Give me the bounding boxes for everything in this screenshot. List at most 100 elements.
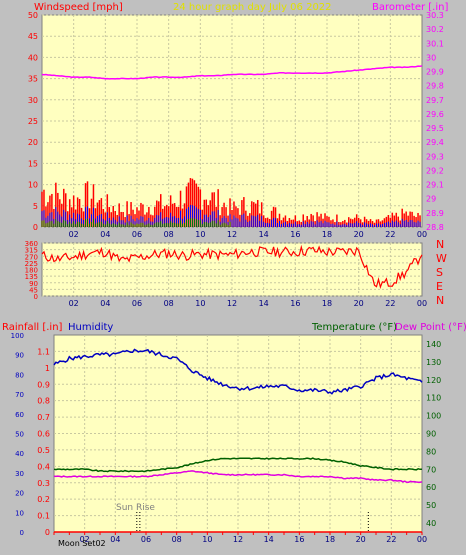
windspeed-tick-label: 20 bbox=[28, 138, 38, 147]
humidity-tick-label: 70 bbox=[15, 391, 24, 399]
windspeed-tick-label: 40 bbox=[28, 53, 38, 62]
x-tick-label: 10 bbox=[202, 535, 212, 544]
rain-tick-label: 1.1 bbox=[37, 347, 50, 356]
x-tick-label: 20 bbox=[354, 299, 364, 308]
x-tick-label: 04 bbox=[100, 299, 110, 308]
x-tick-label: 14 bbox=[259, 299, 269, 308]
windspeed-tick-label: 10 bbox=[28, 181, 38, 190]
direction-tick-label: 0 bbox=[34, 293, 38, 301]
rain-tick-label: 0.1 bbox=[37, 512, 50, 521]
rain-tick-label: 0.9 bbox=[37, 380, 50, 389]
x-tick-label: 16 bbox=[290, 299, 300, 308]
temperature-tick-label: 120 bbox=[426, 376, 441, 385]
temperature-tick-label: 60 bbox=[426, 483, 436, 492]
data-series bbox=[41, 65, 423, 533]
rain-tick-label: 0.2 bbox=[37, 495, 50, 504]
x-tick-label: 06 bbox=[132, 299, 142, 308]
windspeed-tick-label: 5 bbox=[33, 202, 38, 211]
x-tick-label: 10 bbox=[195, 299, 205, 308]
humidity-tick-label: 80 bbox=[15, 371, 24, 379]
humidity-tick-label: 40 bbox=[15, 450, 24, 458]
x-tick-label: 02 bbox=[69, 299, 79, 308]
barometer-label: Barometer [.in] bbox=[372, 2, 448, 13]
rain-tick-label: 0 bbox=[45, 528, 50, 537]
compass-w: W bbox=[436, 252, 447, 265]
barometer-tick-label: 28.9 bbox=[426, 209, 444, 218]
x-tick-label: 20 bbox=[354, 230, 364, 239]
temperature-label: Temperature (°F) bbox=[311, 322, 397, 333]
temperature-tick-label: 80 bbox=[426, 447, 436, 456]
temperature-tick-label: 110 bbox=[426, 394, 441, 403]
x-tick-label: 00 bbox=[417, 299, 427, 308]
humidity-line bbox=[53, 348, 423, 395]
dewpoint-label: Dew Point (°F) bbox=[395, 322, 466, 333]
barometer-tick-label: 30.1 bbox=[426, 39, 444, 48]
rain-tick-label: 0.3 bbox=[37, 479, 50, 488]
x-tick-label: 10 bbox=[195, 230, 205, 239]
temperature-tick-label: 50 bbox=[426, 501, 436, 510]
barometer-tick-label: 28.8 bbox=[426, 223, 444, 232]
compass-e: E bbox=[436, 280, 443, 293]
barometer-tick-label: 30.3 bbox=[426, 11, 444, 20]
windspeed-label: Windspeed [mph] bbox=[34, 2, 123, 13]
direction-tick-label: 225 bbox=[25, 260, 38, 268]
windspeed-tick-label: 0 bbox=[33, 223, 38, 232]
x-tick-label: 12 bbox=[227, 230, 237, 239]
barometer-tick-label: 29.7 bbox=[426, 96, 444, 105]
barometer-tick-label: 29.5 bbox=[426, 124, 444, 133]
temperature-line bbox=[53, 457, 422, 473]
windspeed-tick-label: 45 bbox=[28, 32, 38, 41]
windspeed-tick-label: 15 bbox=[28, 159, 38, 168]
x-tick-label: 00 bbox=[417, 535, 427, 544]
barometer-tick-label: 29 bbox=[426, 195, 436, 204]
humidity-tick-label: 100 bbox=[11, 332, 24, 340]
x-tick-label: 02 bbox=[69, 230, 79, 239]
dewpoint-line bbox=[53, 470, 423, 484]
humidity-tick-label: 20 bbox=[15, 490, 24, 498]
barometer-tick-label: 29.2 bbox=[426, 166, 444, 175]
windspeed-tick-label: 35 bbox=[28, 75, 38, 84]
rain-tick-label: 0.8 bbox=[37, 397, 50, 406]
windspeed-tick-label: 50 bbox=[28, 11, 38, 20]
x-tick-label: 08 bbox=[172, 535, 182, 544]
humidity-tick-label: 60 bbox=[15, 411, 24, 419]
x-tick-label: 22 bbox=[386, 535, 396, 544]
temperature-tick-label: 140 bbox=[426, 340, 441, 349]
moon-set-label: Moon Set02 bbox=[58, 539, 106, 548]
x-tick-label: 12 bbox=[227, 299, 237, 308]
humidity-tick-label: 10 bbox=[15, 509, 24, 517]
x-tick-label: 06 bbox=[132, 230, 142, 239]
barometer-line bbox=[41, 65, 423, 80]
rainfall-label: Rainfall [.in] bbox=[2, 322, 63, 333]
x-tick-label: 04 bbox=[100, 230, 110, 239]
chart-title: 24 hour graph day July 06 2022 bbox=[173, 2, 332, 13]
x-tick-label: 16 bbox=[290, 230, 300, 239]
rain-tick-label: 0.7 bbox=[37, 413, 50, 422]
x-tick-label: 20 bbox=[356, 535, 366, 544]
temperature-tick-label: 40 bbox=[426, 519, 436, 528]
rain-tick-label: 0.4 bbox=[37, 462, 50, 471]
rain-tick-label: 0.5 bbox=[37, 446, 50, 455]
direction-tick-label: 45 bbox=[29, 286, 38, 294]
barometer-tick-label: 29.3 bbox=[426, 152, 444, 161]
sun-rise-label: Sun Rise bbox=[116, 503, 155, 513]
barometer-tick-label: 29.8 bbox=[426, 82, 444, 91]
humidity-tick-label: 30 bbox=[15, 470, 24, 478]
x-tick-label: 18 bbox=[322, 299, 332, 308]
direction-tick-label: 180 bbox=[25, 267, 38, 275]
x-tick-label: 06 bbox=[141, 535, 151, 544]
direction-tick-label: 135 bbox=[25, 273, 38, 281]
x-tick-label: 22 bbox=[385, 230, 395, 239]
x-tick-label: 04 bbox=[110, 535, 120, 544]
humidity-tick-label: 90 bbox=[15, 352, 24, 360]
direction-tick-label: 270 bbox=[25, 253, 38, 261]
temperature-tick-label: 100 bbox=[426, 412, 441, 421]
barometer-tick-label: 30 bbox=[426, 53, 436, 62]
temperature-tick-label: 90 bbox=[426, 430, 436, 439]
barometer-tick-label: 29.1 bbox=[426, 181, 444, 190]
temperature-tick-label: 130 bbox=[426, 358, 441, 367]
x-tick-label: 00 bbox=[417, 230, 427, 239]
windspeed-tick-label: 25 bbox=[28, 117, 38, 126]
